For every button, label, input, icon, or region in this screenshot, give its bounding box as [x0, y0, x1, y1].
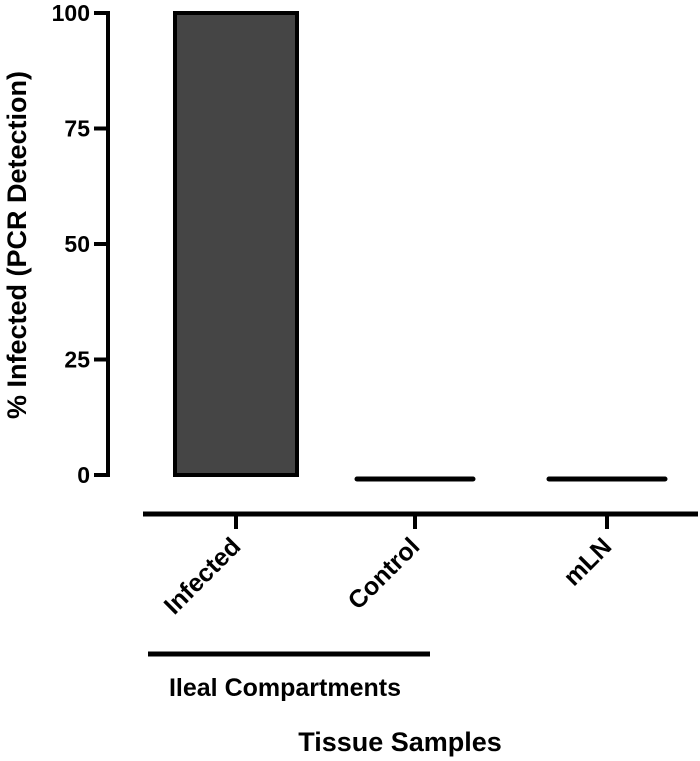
x-ticks: Infected Control mLN	[159, 514, 617, 620]
y-axis-title: % Infected (PCR Detection)	[2, 71, 32, 419]
x-tick-label: mLN	[558, 532, 617, 591]
y-tick-label: 25	[64, 347, 90, 373]
x-tick-label: Control	[343, 532, 426, 615]
bar	[173, 11, 299, 477]
x-tick-label: Infected	[159, 532, 247, 620]
y-tick-label: 50	[64, 231, 90, 257]
y-tick-label: 75	[64, 116, 90, 142]
y-tick-label: 0	[77, 462, 90, 488]
bars	[173, 11, 668, 482]
group-label: Ileal Compartments	[169, 674, 401, 702]
x-axis-title: Tissue Samples	[298, 727, 502, 757]
y-tick-label: 100	[52, 0, 90, 26]
y-ticks: 0 25 50 75 100	[52, 0, 108, 488]
